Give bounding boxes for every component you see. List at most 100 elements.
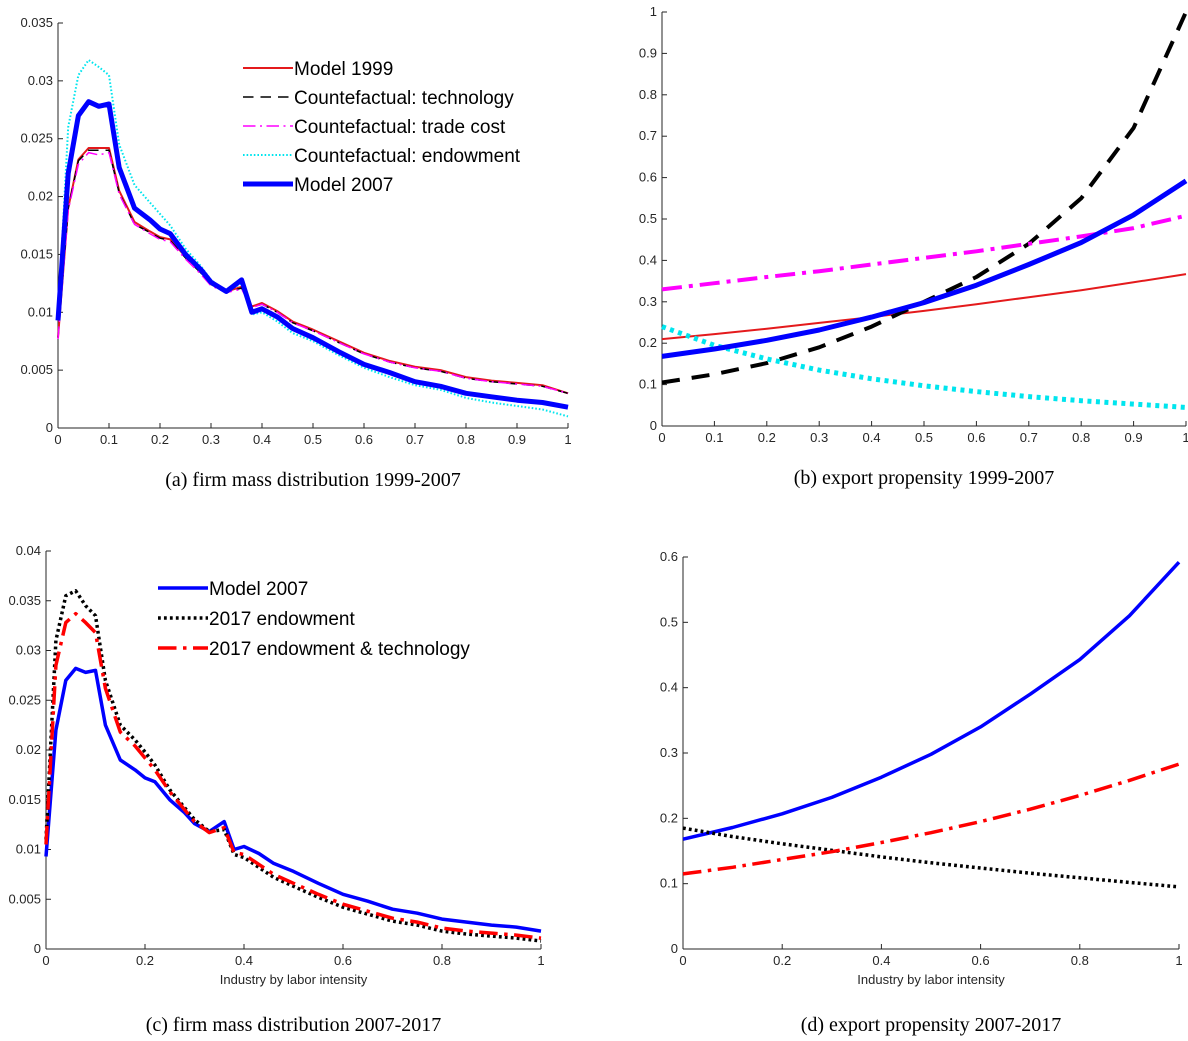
x-tick-label: 0.4 [863,430,881,445]
series-line-series-1 [661,11,1188,385]
y-tick-label: 0.4 [660,680,678,695]
y-tick-label: 0.02 [16,742,41,757]
y-tick-label: 0.7 [639,128,657,143]
y-tick-label: 0.8 [639,87,657,102]
series-line-model-2007 [55,99,569,410]
y-tick-label: 0.2 [639,335,657,350]
x-tick-label: 0.4 [253,432,271,447]
x-axis-label: Industry by labor intensity [857,972,1005,987]
x-tick-label: 1 [564,432,571,447]
legend-label: Model 2007 [294,175,393,196]
legend-label: 2017 endowment & technology [209,639,470,660]
x-tick-label: 0 [42,953,49,968]
x-tick-label: 0.6 [334,953,352,968]
y-tick-label: 0 [46,420,53,435]
x-tick-label: 0.1 [705,430,723,445]
x-tick-label: 0.1 [100,432,118,447]
legend-label: Model 2007 [209,579,308,600]
x-tick-label: 0.8 [433,953,451,968]
series-line-series-3 [661,324,1187,410]
x-tick-label: 1 [537,953,544,968]
x-tick-label: 0.5 [915,430,933,445]
x-tick-label: 0.4 [872,953,890,968]
y-tick-label: 0.005 [8,891,41,906]
panel-caption: (b) export propensity 1999-2007 [794,467,1055,489]
panel-caption: (c) firm mass distribution 2007-2017 [146,1014,442,1036]
y-tick-label: 0.1 [660,876,678,891]
y-tick-label: 0.035 [8,593,41,608]
legend-label: 2017 endowment [209,609,355,630]
chart-c: 0 0.2 0.4 0.6 0.8 1 0 0.005 0.01 0.015 0.02 0.025 0.… [8,543,544,1036]
series-line-countefactual-endowment [57,59,569,418]
series-line-series-0 [661,273,1187,341]
x-tick-label: 0.6 [355,432,373,447]
x-tick-label: 0.2 [773,953,791,968]
x-tick-label: 0.5 [304,432,322,447]
x-tick-label: 0 [679,953,686,968]
y-tick-label: 0.6 [660,549,678,564]
series-line-series-2 [661,213,1187,292]
x-tick-label: 0 [54,432,61,447]
x-tick-label: 0.8 [457,432,475,447]
y-tick-label: 0.025 [8,692,41,707]
y-tick-label: 0.6 [639,170,657,185]
chart-d: 0 0.2 0.4 0.6 0.8 1 0 0.1 0.2 0.3 0.4 0.5 0.6 Industr… [660,549,1183,1036]
chart-b: 0 0.1 0.2 0.3 0.4 0.5 0.6 0.7 0.8 0.9 1 0 0.1 0.2 0.3 0… [639,4,1188,489]
y-tick-label: 0.04 [16,543,41,558]
y-tick-label: 0.015 [20,246,53,261]
x-tick-label: 0.2 [151,432,169,447]
x-tick-label: 0.3 [810,430,828,445]
legend-label: Countefactual: endowment [294,146,521,167]
x-tick-label: 0.8 [1071,953,1089,968]
chart-a: 0 0.1 0.2 0.3 0.4 0.5 0.6 0.7 0.8 0.9 1 0 0.005 0.01 0… [20,15,571,491]
x-tick-label: 1 [1175,953,1182,968]
series-line-series-1 [682,826,1180,889]
y-tick-label: 0.015 [8,792,41,807]
x-tick-label: 0.7 [1020,430,1038,445]
y-tick-label: 1 [650,4,657,19]
x-tick-label: 0.8 [1072,430,1090,445]
y-tick-label: 0.005 [20,362,53,377]
series-line-series-0 [682,561,1181,841]
y-tick-label: 0 [34,941,41,956]
y-tick-label: 0.3 [639,294,657,309]
series-line-series-4 [661,178,1188,359]
x-tick-label: 0.2 [758,430,776,445]
y-tick-label: 0.01 [28,304,53,319]
series-line-series-2 [682,762,1180,876]
panel-caption: (d) export propensity 2007-2017 [801,1014,1062,1036]
x-tick-label: 0.9 [1125,430,1143,445]
y-tick-label: 0.3 [660,745,678,760]
x-tick-label: 0.7 [406,432,424,447]
y-tick-label: 0.5 [660,614,678,629]
series-line-2017-endowment [44,589,542,943]
legend-label: Model 1999 [294,59,393,80]
x-tick-label: 0.4 [235,953,253,968]
x-tick-label: 0.9 [508,432,526,447]
y-tick-label: 0.5 [639,211,657,226]
y-tick-label: 0.9 [639,45,657,60]
series-line-model-2007 [44,666,542,933]
y-tick-label: 0.1 [639,377,657,392]
x-tick-label: 0.3 [202,432,220,447]
x-tick-label: 0.6 [972,953,990,968]
y-tick-label: 0.035 [20,15,53,30]
y-tick-label: 0 [650,418,657,433]
x-tick-label: 0.2 [136,953,154,968]
x-axis-label: Industry by labor intensity [220,972,368,987]
y-tick-label: 0.4 [639,252,657,267]
y-tick-label: 0.025 [20,131,53,146]
y-tick-label: 0.03 [28,73,53,88]
legend-label: Countefactual: trade cost [294,117,506,138]
x-tick-label: 0 [658,430,665,445]
y-tick-label: 0.03 [16,643,41,658]
y-tick-label: 0.01 [16,842,41,857]
y-tick-label: 0 [671,941,678,956]
y-tick-label: 0.02 [28,189,53,204]
x-tick-label: 1 [1182,430,1188,445]
legend-label: Countefactual: technology [294,88,514,109]
series-line-2017-endowment-technology [44,611,542,940]
x-tick-label: 0.6 [967,430,985,445]
y-tick-label: 0.2 [660,810,678,825]
